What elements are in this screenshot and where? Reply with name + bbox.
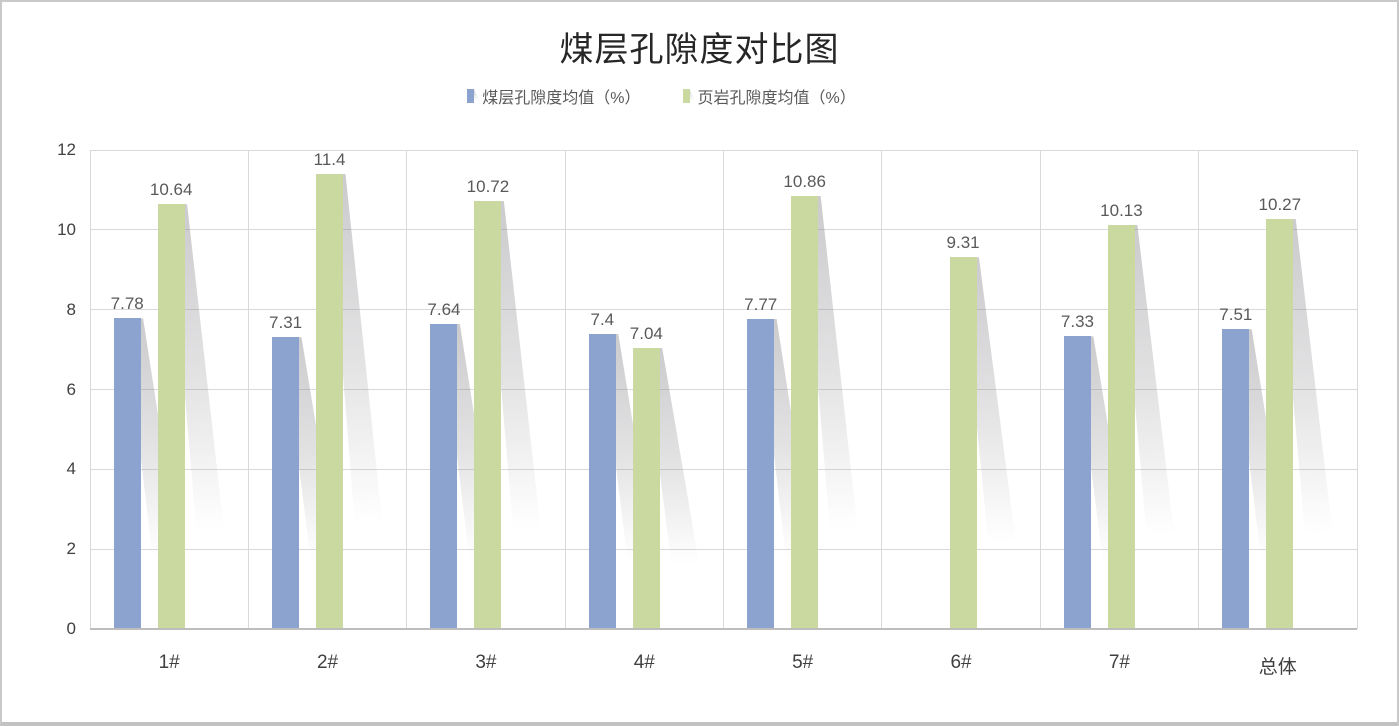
y-tick-label: 6	[66, 379, 76, 399]
value-label: 7.64	[427, 300, 461, 320]
value-label: 10.64	[149, 180, 193, 200]
x-tick-label: 5#	[792, 652, 814, 673]
value-label: 9.31	[946, 233, 980, 253]
chart-legend: 煤层孔隙度均值（%） 页岩孔隙度均值（%）	[2, 84, 1359, 108]
category-separator	[1198, 150, 1200, 629]
bar-coal-porosity	[272, 337, 300, 629]
legend-item-shale: 页岩孔隙度均值（%）	[682, 84, 856, 108]
bar-coal-porosity	[430, 324, 458, 629]
x-tick-label: 2#	[316, 652, 339, 673]
y-tick-label: 2	[66, 539, 76, 559]
bar-shale-porosity	[949, 257, 977, 629]
bar-coal-porosity	[1063, 336, 1091, 629]
category-separator	[247, 150, 249, 629]
value-label: 7.78	[110, 294, 144, 314]
x-tick-label: 3#	[475, 652, 497, 673]
value-label: 7.04	[629, 323, 663, 343]
y-tick-label: 8	[66, 299, 76, 319]
bar-shale-porosity	[1266, 219, 1294, 629]
legend-label-shale: 页岩孔隙度均值（%）	[697, 90, 856, 107]
x-tick-label: 7#	[1108, 652, 1130, 673]
y-tick-label: 12	[57, 140, 76, 159]
y-tick-label: 10	[57, 219, 76, 239]
bar-coal-porosity	[747, 318, 775, 629]
category-separator	[1356, 150, 1358, 629]
value-label: 10.72	[466, 177, 510, 197]
x-tick-label: 1#	[158, 652, 180, 673]
y-tick-label: 4	[66, 459, 76, 479]
value-label: 10.27	[1258, 195, 1302, 215]
bar-shale-porosity	[791, 195, 819, 629]
category-separator	[723, 150, 724, 629]
category-separator	[881, 150, 883, 629]
bar-shale-porosity	[474, 201, 502, 629]
category-separator	[564, 150, 566, 629]
legend-item-coal: 煤层孔隙度均值（%）	[467, 84, 641, 108]
value-label: 7.77	[744, 294, 778, 314]
bar-shale-porosity	[316, 173, 344, 629]
legend-swatch-coal-icon	[467, 89, 475, 103]
value-label: 7.31	[269, 313, 303, 333]
category-separator	[1039, 150, 1041, 629]
bar-shale-porosity	[632, 347, 660, 629]
x-tick-label: 总体	[1258, 657, 1297, 678]
legend-swatch-shale-icon	[682, 89, 690, 103]
category-separator	[89, 150, 91, 629]
bar-shale-porosity	[1107, 224, 1135, 629]
x-axis-line	[90, 628, 1357, 630]
legend-label-coal: 煤层孔隙度均值（%）	[482, 90, 641, 107]
bar-coal-porosity	[588, 333, 616, 629]
y-tick-label: 0	[66, 619, 76, 638]
value-label: 7.33	[1060, 312, 1094, 332]
chart-title: 煤层孔隙度对比图	[559, 31, 840, 69]
bar-shale-porosity	[157, 204, 185, 629]
value-label: 7.51	[1219, 305, 1253, 325]
value-label: 10.86	[783, 171, 826, 191]
bar-coal-porosity	[1222, 329, 1250, 629]
value-label: 10.13	[1100, 200, 1143, 220]
category-separator	[406, 150, 408, 629]
value-label: 7.4	[590, 309, 615, 329]
x-tick-label: 6#	[950, 652, 972, 673]
x-tick-label: 4#	[633, 652, 655, 673]
bar-coal-porosity	[113, 318, 141, 629]
value-label: 11.4	[313, 149, 346, 169]
